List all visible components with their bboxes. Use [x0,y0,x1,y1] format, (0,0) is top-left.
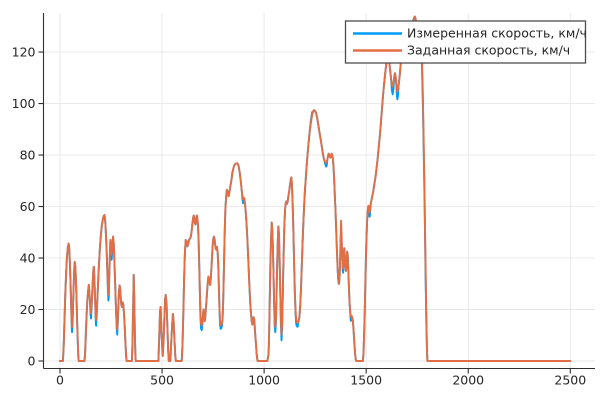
axes-spines [42,13,595,370]
legend-box [344,20,587,64]
legend-label-set: Заданная скорость, км/ч [407,43,570,58]
y-tick-label: 120 [12,44,36,59]
legend: Измеренная скорость, км/ч Заданная скоро… [344,20,587,64]
legend-label-measured: Измеренная скорость, км/ч [407,26,587,41]
y-tick-label: 60 [20,199,36,214]
x-tick-label: 500 [150,373,174,388]
x-tick-label: 1500 [350,373,382,388]
y-tick-label: 80 [20,147,36,162]
set-speed-line [59,15,572,362]
y-tick-label: 100 [12,96,36,111]
x-tick-label: 1000 [248,373,280,388]
x-tick-label: 0 [56,373,64,388]
x-tick-label: 2000 [452,373,484,388]
tick-marks [38,51,571,374]
y-tick-label: 0 [28,353,36,368]
tick-labels: 0 500 1000 1500 2000 2500 0 20 40 60 80 100 120 [12,44,587,387]
y-tick-label: 40 [20,250,36,265]
gridlines [43,13,595,369]
x-tick-label: 2500 [554,373,586,388]
y-tick-label: 20 [20,302,36,317]
